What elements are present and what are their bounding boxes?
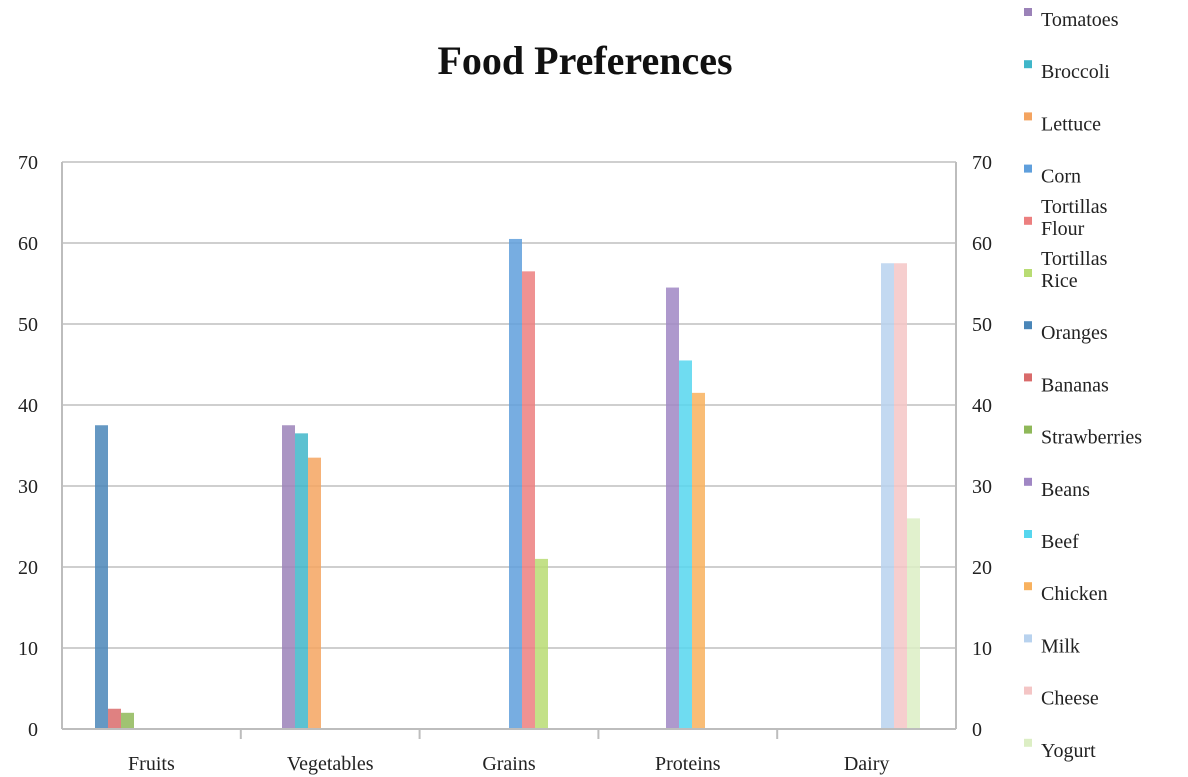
x-category-label: Fruits	[128, 753, 175, 775]
legend-label: Chicken	[1041, 583, 1108, 605]
bar-rice	[535, 558, 548, 729]
x-category-label: Grains	[482, 753, 536, 775]
legend-label: Flour	[1041, 218, 1085, 240]
legend-swatch	[1024, 164, 1032, 173]
bar-beans	[666, 287, 679, 729]
y-tick-label-right: 20	[972, 557, 992, 579]
bar-group	[95, 238, 920, 729]
legend-swatch	[1024, 634, 1032, 643]
y-tick-label-right: 10	[972, 638, 992, 660]
legend-swatch	[1024, 582, 1032, 591]
y-tick-label-right: 70	[972, 152, 992, 174]
legend-swatch	[1024, 530, 1032, 538]
y-tick-label-left: 0	[28, 719, 38, 741]
bar-strawberries	[121, 712, 134, 729]
bar-cheese	[894, 263, 907, 729]
bar-yogurt	[907, 518, 920, 729]
legend-swatch	[1024, 8, 1032, 16]
x-category-label: Vegetables	[287, 753, 374, 775]
y-tick-label-left: 40	[18, 395, 38, 417]
legend-swatch	[1024, 477, 1032, 486]
bar-tomatoes	[282, 425, 295, 729]
y-tick-label-right: 40	[972, 395, 992, 417]
legend-label: Broccoli	[1041, 61, 1110, 83]
legend-label: Cheese	[1041, 688, 1099, 710]
legend-label: Oranges	[1041, 322, 1108, 344]
legend: TomatoesBroccoliLettuceCornTortillasFlou…	[1024, 8, 1142, 762]
legend-swatch	[1024, 269, 1032, 277]
legend-label: Corn	[1041, 166, 1081, 188]
bar-bananas	[108, 708, 121, 729]
y-tick-label-left: 50	[18, 314, 38, 336]
bar-milk	[881, 263, 894, 729]
bar-corn-tortillas	[509, 238, 522, 729]
x-category-label: Proteins	[655, 753, 721, 775]
y-tick-label-left: 70	[18, 152, 38, 174]
legend-label: Yogurt	[1041, 740, 1096, 762]
y-tick-label-left: 20	[18, 557, 38, 579]
legend-swatch	[1024, 216, 1032, 225]
y-tick-label-left: 30	[18, 476, 38, 498]
legend-label: Lettuce	[1041, 113, 1101, 135]
legend-swatch	[1024, 60, 1032, 69]
legend-label: Beans	[1041, 479, 1090, 501]
legend-swatch	[1024, 686, 1032, 695]
y-tick-label-right: 50	[972, 314, 992, 336]
legend-label: Tortillas	[1041, 196, 1108, 218]
legend-label: Tomatoes	[1041, 9, 1119, 31]
bar-oranges	[95, 425, 108, 729]
bar-chicken	[692, 392, 705, 729]
chart-title: Food Preferences	[437, 38, 732, 83]
legend-label: Beef	[1041, 531, 1079, 553]
legend-label: Rice	[1041, 270, 1078, 292]
axes: 0 0 10 10 20 20 30 30 40 40 50 50 60 60 70 70 Fruits Vege…	[18, 152, 992, 775]
legend-swatch	[1024, 112, 1032, 121]
y-tick-label-left: 10	[18, 638, 38, 660]
y-tick-label-right: 0	[972, 719, 982, 741]
legend-label: Bananas	[1041, 374, 1109, 396]
legend-label: Milk	[1041, 635, 1080, 657]
x-category-label: Dairy	[844, 753, 890, 775]
y-tick-label-left: 60	[18, 233, 38, 255]
bar-lettuce	[308, 457, 321, 729]
legend-label: Tortillas	[1041, 248, 1108, 270]
legend-swatch	[1024, 425, 1032, 434]
legend-swatch	[1024, 373, 1032, 382]
legend-swatch	[1024, 738, 1032, 747]
y-tick-label-right: 30	[972, 476, 992, 498]
bar-flour-tortillas	[522, 271, 535, 729]
legend-label: Strawberries	[1041, 427, 1142, 449]
legend-swatch	[1024, 321, 1032, 330]
y-tick-label-right: 60	[972, 233, 992, 255]
bar-beef	[679, 360, 692, 729]
bar-broccoli	[295, 433, 308, 729]
